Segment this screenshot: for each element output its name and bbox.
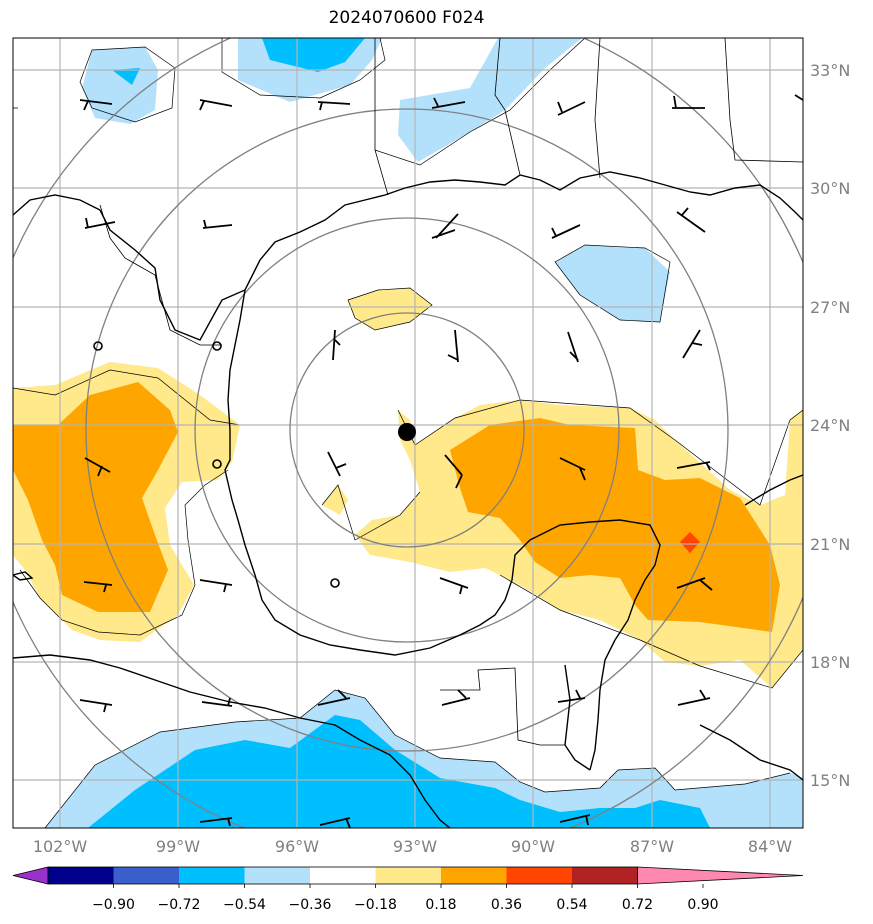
- shaded-red-regions: [680, 532, 700, 553]
- colorbar-extend-high: [637, 866, 804, 885]
- lat-label: 30°N: [810, 179, 850, 198]
- colorbar-tick-label: −0.18: [354, 897, 397, 913]
- lon-label: 96°W: [275, 837, 319, 856]
- range-rings: [13, 38, 803, 828]
- map-frame: [12, 37, 804, 829]
- lat-label: 24°N: [810, 416, 850, 435]
- colorbar-segment: [506, 867, 573, 884]
- calm-wind-circles: [93, 341, 340, 588]
- lat-label: 18°N: [810, 653, 850, 672]
- lon-label: 84°W: [748, 837, 792, 856]
- shaded-blue-regions: [88, 38, 710, 828]
- lon-label: 93°W: [393, 837, 437, 856]
- lat-label: 27°N: [810, 298, 850, 317]
- colorbar-tick-label: 0.54: [556, 897, 587, 913]
- colorbar-segment: [375, 867, 442, 884]
- colorbar-segment: [48, 867, 114, 884]
- colorbar-tick-label: −0.90: [92, 897, 135, 913]
- colorbar-segment: [310, 867, 376, 884]
- colorbar-segment: [113, 867, 180, 884]
- colorbar-segment: [441, 867, 507, 884]
- colorbar-segment: [244, 867, 311, 884]
- wind-barbs: [79, 94, 803, 828]
- lat-label: 33°N: [810, 61, 850, 80]
- colorbar-ticks: −0.90 −0.72 −0.54 −0.36 −0.18 0.18 0.36 0.54 0.7…: [92, 884, 719, 913]
- colorbar-outline: [47, 866, 638, 885]
- lon-label: 102°W: [33, 837, 88, 856]
- shaded-orange-regions: [13, 382, 780, 632]
- map-title: 2024070600 F024: [328, 8, 485, 28]
- colorbar-tick-label: −0.36: [289, 897, 332, 913]
- lon-label: 87°W: [630, 837, 674, 856]
- colorbar-tick-label: 0.36: [491, 897, 522, 913]
- lat-label: 21°N: [810, 535, 850, 554]
- colorbar-segment: [179, 867, 245, 884]
- contour-lines: [13, 38, 803, 828]
- storm-center-marker: [398, 423, 416, 441]
- colorbar-tick-label: 0.90: [687, 897, 718, 913]
- lon-label: 99°W: [156, 837, 200, 856]
- longitude-labels: 102°W 99°W 96°W 93°W 90°W 87°W 84°W: [33, 837, 792, 856]
- colorbar-extend-low: [12, 866, 49, 885]
- colorbar-tick-label: −0.54: [223, 897, 266, 913]
- thin-borders: [13, 38, 803, 746]
- colorbar-tick-label: 0.72: [622, 897, 653, 913]
- latitude-labels: 33°N 30°N 27°N 24°N 21°N 18°N 15°N: [810, 61, 850, 790]
- colorbar-segment: [572, 867, 638, 884]
- colorbar-tick-label: −0.72: [158, 897, 201, 913]
- colorbar-tick-label: 0.18: [425, 897, 456, 913]
- coastlines-and-borders: [13, 171, 803, 828]
- lat-label: 15°N: [810, 771, 850, 790]
- colorbar: [12, 866, 804, 885]
- lon-label: 90°W: [511, 837, 555, 856]
